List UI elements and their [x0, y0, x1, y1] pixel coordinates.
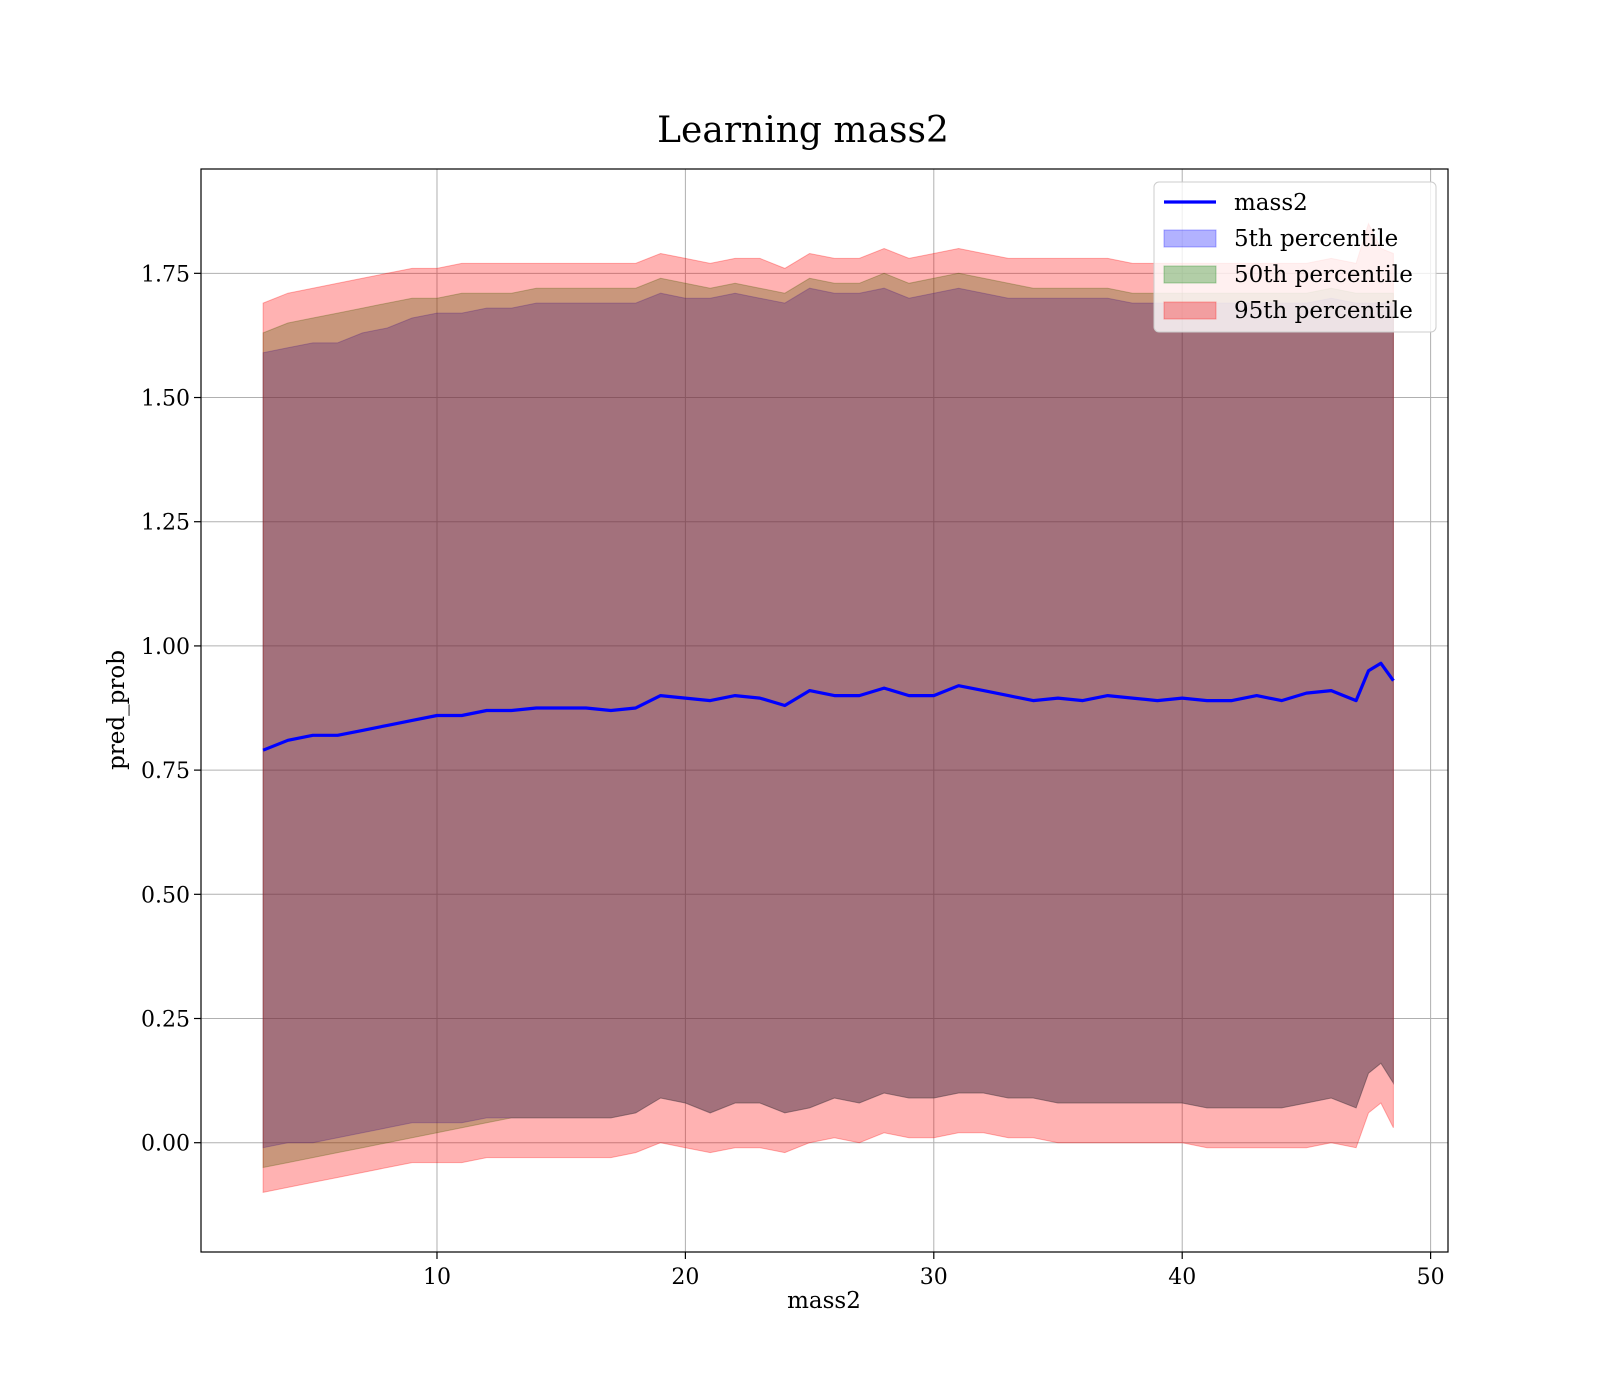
- y-tick-label: 0.75: [141, 759, 190, 784]
- y-tick-label: 1.75: [141, 262, 190, 287]
- legend-swatch-50th-percentile: [1163, 265, 1217, 284]
- legend-swatch-5th-percentile: [1163, 229, 1217, 248]
- band-50th-percentile: [262, 272, 1394, 1169]
- chart-title: Learning mass2: [657, 110, 949, 151]
- series-line-layer: [262, 661, 1395, 752]
- y-tick-label: 0.50: [141, 883, 190, 908]
- y-axis-label: pred_prob: [104, 650, 130, 770]
- legend: mass2 5th percentile 50th percentile 95th p…: [1153, 181, 1437, 333]
- legend-label-5th-percentile: 5th percentile: [1234, 226, 1398, 252]
- axis-ticks: 10 20 30 40 50 0.00 0.25 0.50 0.75 1.00 1.25 1.50 1.…: [141, 262, 1445, 1290]
- series-line-mass2: [262, 661, 1395, 752]
- legend-label-95th-percentile: 95th percentile: [1234, 298, 1413, 324]
- x-tick-label: 30: [920, 1265, 948, 1290]
- legend-label-mass2: mass2: [1234, 190, 1308, 216]
- band-95th-percentile: [262, 222, 1394, 1194]
- y-tick-label: 1.25: [141, 511, 190, 536]
- x-tick-label: 20: [671, 1265, 699, 1290]
- y-tick-label: 0.25: [141, 1008, 190, 1033]
- plot-frame: [200, 168, 1449, 1253]
- x-tick-label: 40: [1168, 1265, 1196, 1290]
- legend-swatch-95th-percentile: [1163, 301, 1217, 320]
- x-tick-label: 10: [423, 1265, 451, 1290]
- band-5th-percentile: [262, 287, 1394, 1149]
- y-tick-label: 1.50: [141, 387, 190, 412]
- x-axis-label: mass2: [787, 1288, 861, 1314]
- legend-box: [1153, 181, 1437, 333]
- percentile-bands: [262, 222, 1394, 1194]
- legend-label-50th-percentile: 50th percentile: [1234, 262, 1413, 288]
- y-tick-label: 1.00: [141, 635, 190, 660]
- y-tick-label: 0.00: [141, 1132, 190, 1157]
- x-tick-label: 50: [1417, 1265, 1445, 1290]
